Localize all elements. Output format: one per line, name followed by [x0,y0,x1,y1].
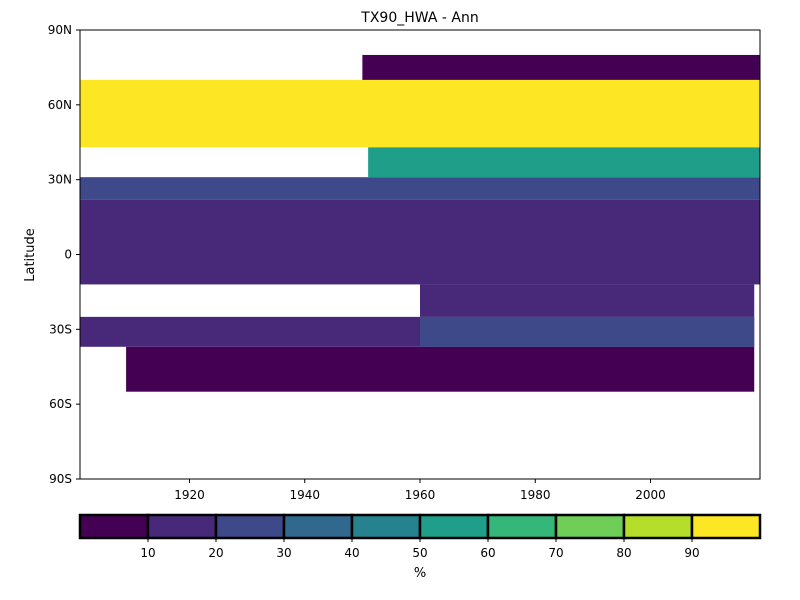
x-tick-label: 2000 [635,488,666,502]
heatmap-cell [126,346,755,392]
chart-title: TX90_HWA - Ann [360,10,478,26]
colorbar-tick-label: 50 [412,546,427,560]
x-tick-label: 1960 [405,488,436,502]
colorbar-tick-label: 70 [548,546,563,560]
x-axis: 1920 1940 1960 1980 2000 [174,479,666,502]
colorbar-swatch [554,513,626,540]
colorbar-swatch [282,513,354,540]
colorbar-label: % [414,566,426,581]
heatmap-cell [420,316,755,347]
x-tick-label: 1920 [174,488,205,502]
y-tick-label: 0 [64,248,72,262]
colorbar-tick-label: 10 [140,546,155,560]
colorbar: 10 20 30 40 50 60 70 80 90 [78,513,762,560]
plot-area: 1920 1940 1960 1980 2000 90N 60N 30N 0 30S 60S 90S [48,23,761,502]
colorbar-tick-label: 80 [616,546,631,560]
y-axis-label: Latitude [23,228,38,282]
y-tick-label: 30S [49,322,72,336]
heatmap-cell [362,54,760,80]
x-tick-label: 1980 [520,488,551,502]
colorbar-swatch [350,513,422,540]
colorbar-tick-label: 60 [480,546,495,560]
colorbar-swatch [690,513,762,540]
y-tick-label: 60S [49,397,72,411]
colorbar-tick-label: 90 [684,546,699,560]
colorbar-tick-label: 20 [208,546,223,560]
heatmap-cell [80,177,760,200]
y-tick-label: 60N [48,98,72,112]
y-axis: 90N 60N 30N 0 30S 60S 90S [48,23,80,486]
heatmap-cell [80,79,760,148]
colorbar-tick-label: 40 [344,546,359,560]
colorbar-swatch [78,513,150,540]
heatmap-cells [80,54,760,392]
heatmap-cell [420,284,755,317]
colorbar-swatch [146,513,218,540]
colorbar-tick-label: 30 [276,546,291,560]
heatmap-cell [80,199,760,285]
y-tick-label: 30N [48,173,72,187]
y-tick-label: 90S [49,472,72,486]
x-tick-label: 1940 [289,488,320,502]
y-tick-label: 90N [48,23,72,37]
colorbar-swatch [418,513,490,540]
colorbar-swatch [486,513,558,540]
colorbar-swatch [622,513,694,540]
colorbar-swatch [214,513,286,540]
heatmap-cell [368,147,760,178]
